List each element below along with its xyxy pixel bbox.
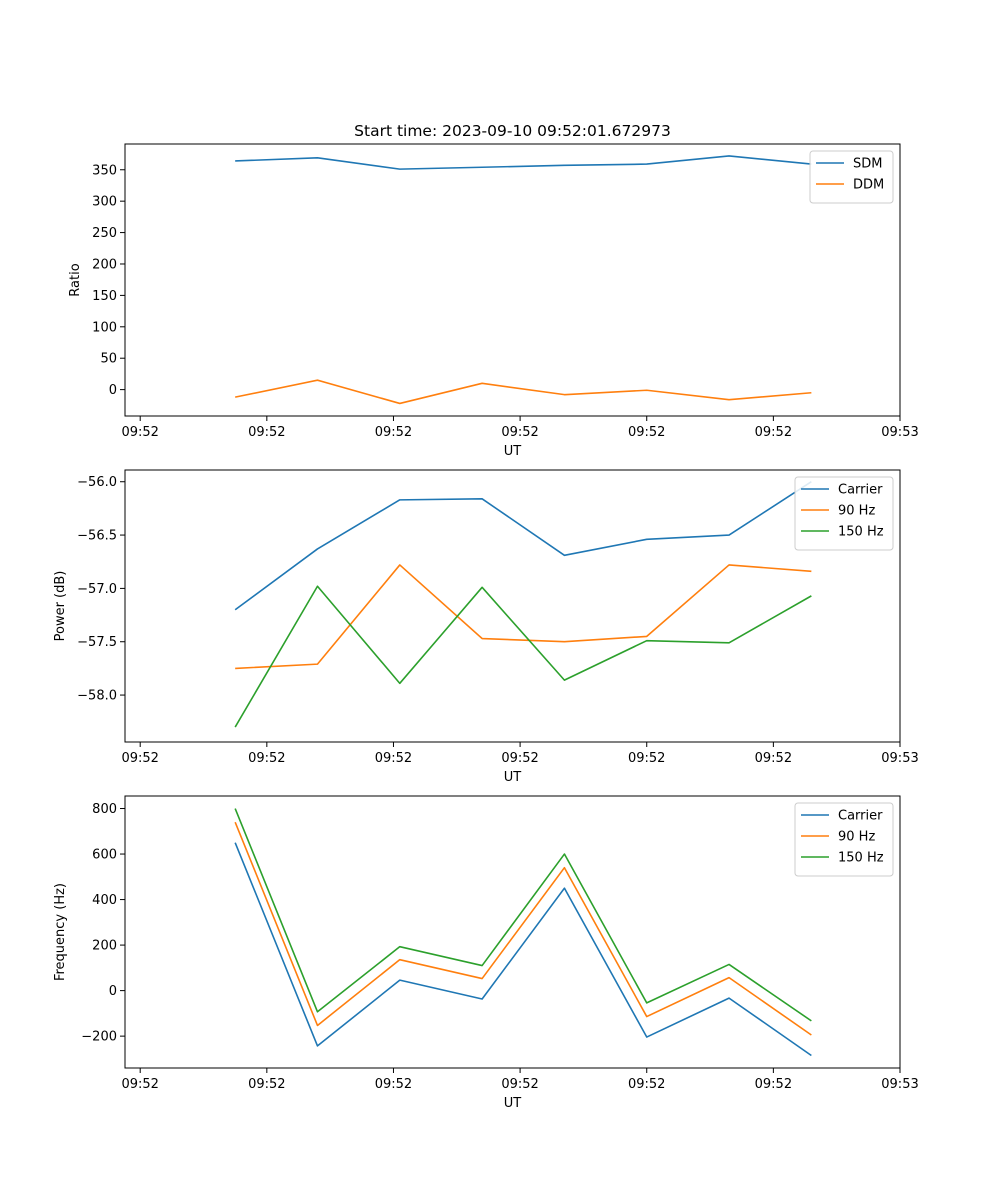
power-x-tick-label: 09:52 bbox=[628, 751, 665, 766]
power-legend-carrier-label: Carrier bbox=[838, 483, 883, 498]
power-x-tick-label: 09:53 bbox=[881, 751, 918, 766]
frequency-series-carrier-line bbox=[234, 842, 812, 1057]
power-y-axis-label: Power (dB) bbox=[53, 571, 68, 642]
frequency-x-tick-label: 09:52 bbox=[628, 1077, 665, 1092]
frequency-x-tick-label: 09:52 bbox=[501, 1077, 538, 1092]
power-x-tick-label: 09:52 bbox=[121, 751, 158, 766]
frequency-y-tick-label: 200 bbox=[92, 939, 117, 954]
ratio-panel: 09:52 09:52 09:52 09:52 09:52 09:52 09:53 0 50 10… bbox=[68, 143, 919, 459]
ratio-y-tick-label: 250 bbox=[92, 226, 117, 241]
ratio-x-tick-label: 09:52 bbox=[121, 425, 158, 440]
frequency-legend: Carrier 90 Hz 150 Hz bbox=[794, 802, 894, 877]
power-y-tick-label: −57.0 bbox=[77, 582, 117, 597]
ratio-axes-frame bbox=[124, 143, 901, 417]
power-x-tick-label: 09:52 bbox=[755, 751, 792, 766]
power-series-90-hz-line bbox=[235, 564, 812, 670]
frequency-legend-90-hz-label: 90 Hz bbox=[838, 830, 875, 845]
frequency-y-tick-label: 400 bbox=[92, 893, 117, 908]
ratio-y-axis-label: Ratio bbox=[68, 263, 83, 296]
frequency-panel: 09:52 09:52 09:52 09:52 09:52 09:52 09:53 −200 0… bbox=[53, 795, 919, 1111]
ratio-legend: SDM DDM bbox=[809, 150, 894, 204]
ratio-x-tick-label: 09:52 bbox=[501, 425, 538, 440]
ratio-legend-box bbox=[809, 150, 894, 204]
frequency-x-axis-label: UT bbox=[504, 1096, 522, 1111]
power-x-tick-label: 09:52 bbox=[501, 751, 538, 766]
ratio-x-tick-label: 09:52 bbox=[628, 425, 665, 440]
ratio-y-tick-label: 50 bbox=[100, 352, 117, 367]
frequency-x-tick-label: 09:52 bbox=[248, 1077, 285, 1092]
ratio-y-tick-label: 100 bbox=[92, 320, 117, 335]
power-axes-frame bbox=[124, 469, 901, 743]
ratio-series-sdm-line bbox=[235, 155, 812, 170]
power-y-tick-label: −56.0 bbox=[77, 475, 117, 490]
power-panel: 09:52 09:52 09:52 09:52 09:52 09:52 09:53 −58.0… bbox=[53, 469, 919, 785]
ratio-x-axis-label: UT bbox=[504, 444, 522, 459]
ratio-legend-ddm-label: DDM bbox=[853, 178, 884, 193]
frequency-x-tick-label: 09:53 bbox=[881, 1077, 918, 1092]
power-legend: Carrier 90 Hz 150 Hz bbox=[794, 476, 894, 551]
frequency-axes-frame bbox=[124, 795, 901, 1069]
ratio-y-tick-label: 200 bbox=[92, 257, 117, 272]
chart-panels: 09:52 09:52 09:52 09:52 09:52 09:52 09:53 0 50 10… bbox=[53, 143, 919, 1111]
frequency-series-150-hz-line bbox=[234, 808, 812, 1022]
ratio-y-tick-label: 300 bbox=[92, 195, 117, 210]
ratio-x-tick-label: 09:53 bbox=[881, 425, 918, 440]
ratio-x-tick-label: 09:52 bbox=[375, 425, 412, 440]
power-series-150-hz-line bbox=[234, 585, 812, 728]
ratio-y-tick-label: 0 bbox=[109, 383, 117, 398]
power-y-tick-label: −57.5 bbox=[77, 635, 117, 650]
ratio-y-tick-label: 150 bbox=[92, 289, 117, 304]
frequency-y-axis-label: Frequency (Hz) bbox=[53, 883, 68, 981]
power-legend-90-hz-label: 90 Hz bbox=[838, 504, 875, 519]
ratio-y-tick-label: 350 bbox=[92, 163, 117, 178]
power-legend-150-hz-label: 150 Hz bbox=[838, 525, 884, 540]
power-y-tick-label: −58.0 bbox=[77, 689, 117, 704]
figure-title: Start time: 2023-09-10 09:52:01.672973 bbox=[354, 122, 671, 140]
frequency-legend-150-hz-label: 150 Hz bbox=[838, 851, 884, 866]
frequency-legend-carrier-label: Carrier bbox=[838, 809, 883, 824]
power-x-tick-label: 09:52 bbox=[375, 751, 412, 766]
power-y-tick-label: −56.5 bbox=[77, 529, 117, 544]
ratio-series-ddm-line bbox=[235, 379, 812, 405]
frequency-y-tick-label: 600 bbox=[92, 848, 117, 863]
power-x-tick-label: 09:52 bbox=[248, 751, 285, 766]
frequency-y-tick-label: −200 bbox=[81, 1030, 117, 1045]
power-x-axis-label: UT bbox=[504, 770, 522, 785]
frequency-x-tick-label: 09:52 bbox=[375, 1077, 412, 1092]
frequency-y-tick-label: 0 bbox=[109, 984, 117, 999]
ratio-x-tick-label: 09:52 bbox=[248, 425, 285, 440]
frequency-x-tick-label: 09:52 bbox=[755, 1077, 792, 1092]
ratio-legend-sdm-label: SDM bbox=[853, 157, 882, 172]
power-series-carrier-line bbox=[234, 481, 812, 611]
ratio-x-tick-label: 09:52 bbox=[755, 425, 792, 440]
frequency-series-90-hz-line bbox=[234, 821, 812, 1036]
frequency-y-tick-label: 800 bbox=[92, 802, 117, 817]
frequency-x-tick-label: 09:52 bbox=[121, 1077, 158, 1092]
